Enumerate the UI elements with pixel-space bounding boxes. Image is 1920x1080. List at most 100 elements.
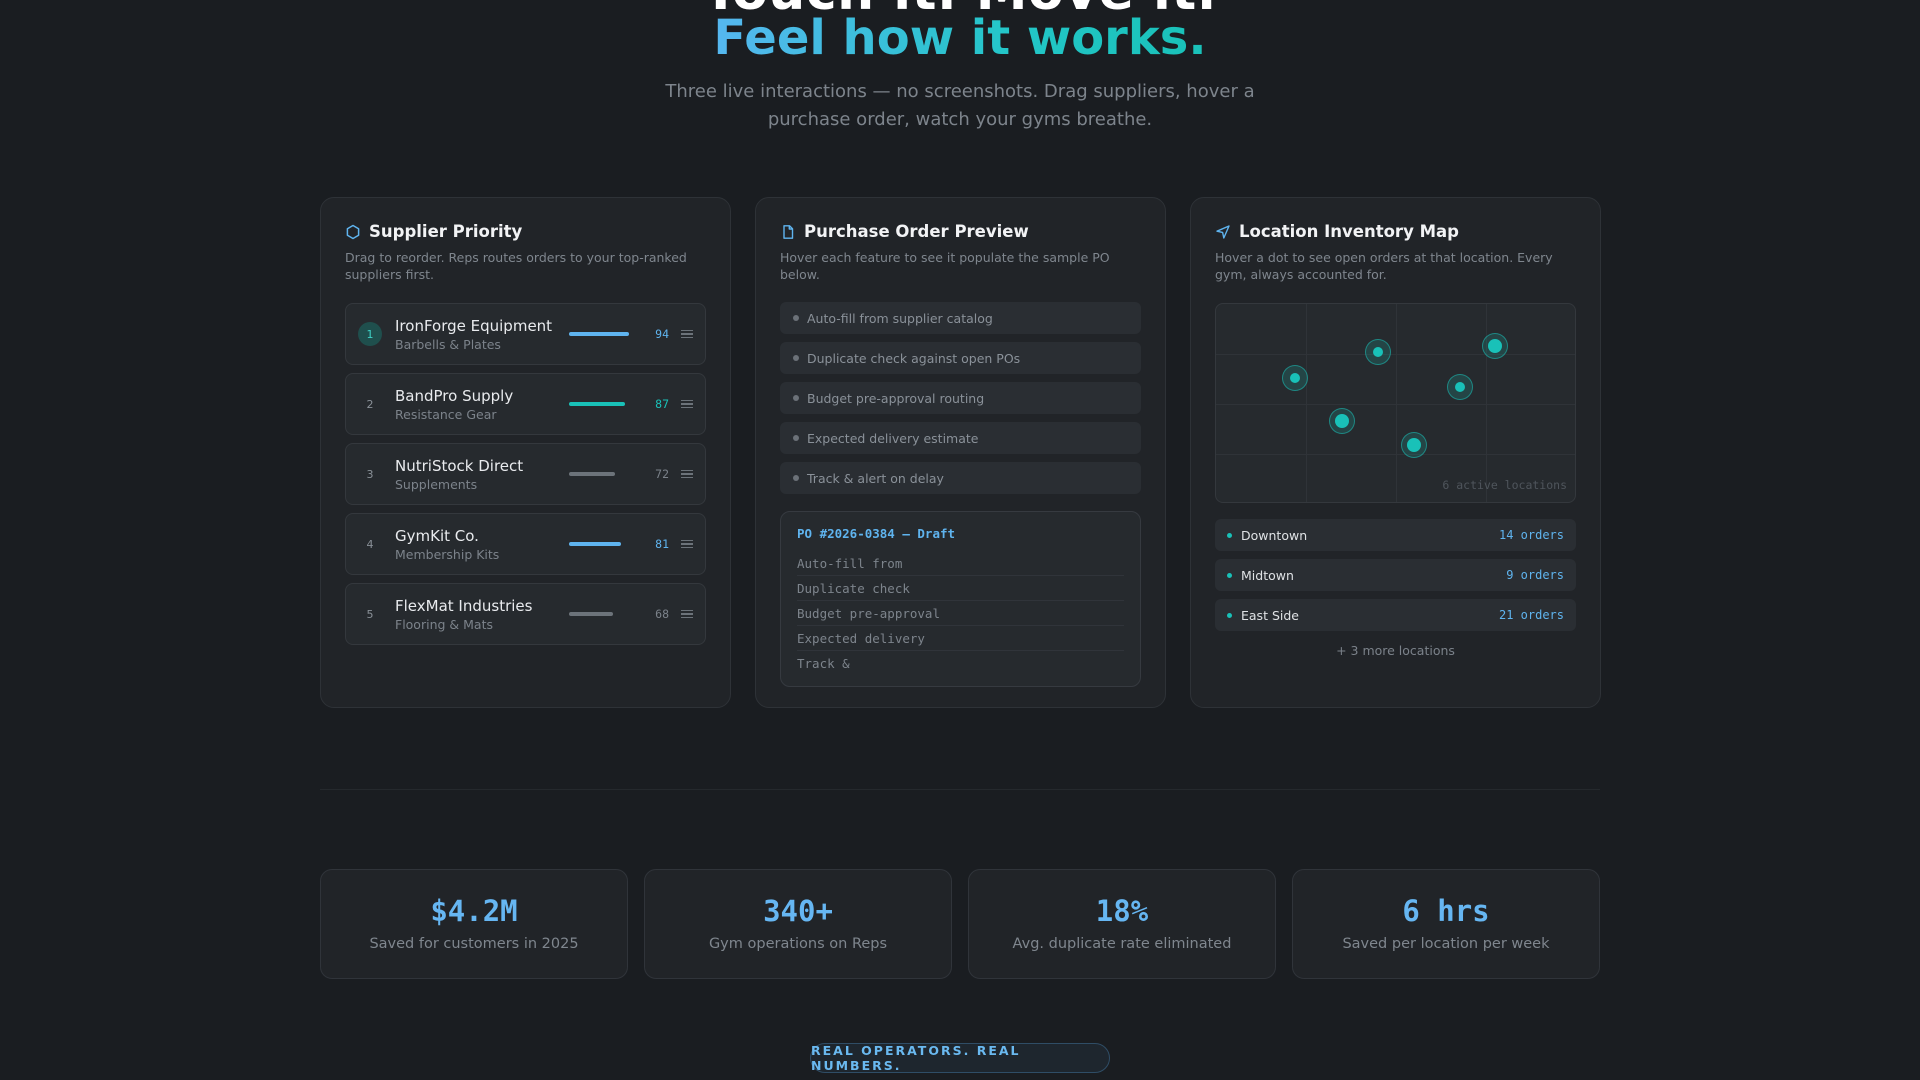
score-bar: [569, 542, 631, 546]
supplier-name: NutriStock Direct: [395, 456, 524, 475]
supplier-score: 68: [655, 607, 669, 621]
bullet-icon: [793, 435, 799, 441]
location-list: Downtown 14 orders Midtown 9 orders East S…: [1215, 519, 1576, 631]
section-badge: REAL OPERATORS. REAL NUMBERS.: [810, 1043, 1110, 1073]
location-map-panel: Location Inventory Map Hover a dot to se…: [1190, 197, 1601, 708]
rank-badge: 2: [366, 397, 374, 411]
status-dot-icon: [1227, 612, 1232, 618]
supplier-panel-subtitle: Drag to reorder. Reps routes orders to y…: [345, 250, 687, 282]
drag-handle-icon[interactable]: [681, 469, 693, 479]
location-orders: 21 orders: [1498, 608, 1564, 622]
location-item[interactable]: Midtown 9 orders: [1215, 559, 1576, 591]
drag-handle-icon[interactable]: [681, 539, 693, 549]
stat-value: $4.2M: [430, 894, 518, 928]
location-name: Downtown: [1241, 527, 1308, 543]
bullet-icon: [793, 315, 799, 321]
location-pin[interactable]: [1482, 333, 1508, 359]
supplier-row[interactable]: 4 GymKit Co. Membership Kits 81: [345, 513, 706, 575]
supplier-row[interactable]: 2 BandPro Supply Resistance Gear 87: [345, 373, 706, 435]
stat-value: 18%: [1095, 894, 1149, 928]
status-dot-icon: [1227, 532, 1232, 538]
stat-label: Saved for customers in 2025: [369, 936, 579, 952]
bullet-icon: [793, 475, 799, 481]
drag-handle-icon[interactable]: [681, 329, 693, 339]
stat-card: 340+ Gym operations on Reps: [644, 869, 952, 979]
po-feature-item[interactable]: Auto-fill from supplier catalog: [780, 302, 1141, 334]
bullet-icon: [793, 355, 799, 361]
supplier-row[interactable]: 1 IronForge Equipment Barbells & Plates …: [345, 303, 706, 365]
drag-handle-icon[interactable]: [681, 399, 693, 409]
po-line: Expected delivery: [797, 626, 1124, 651]
supplier-category: Membership Kits: [395, 546, 500, 562]
score-bar: [569, 472, 631, 476]
hero-title-line2: Feel how it works.: [713, 10, 1207, 66]
supplier-row[interactable]: 3 NutriStock Direct Supplements 72: [345, 443, 706, 505]
stat-card: 18% Avg. duplicate rate eliminated: [968, 869, 1276, 979]
po-feature-list: Auto-fill from supplier catalog Duplicat…: [780, 302, 1141, 494]
stat-value: 6 hrs: [1402, 894, 1490, 928]
supplier-category: Barbells & Plates: [395, 336, 501, 352]
stat-card: 6 hrs Saved per location per week: [1292, 869, 1600, 979]
supplier-row[interactable]: 5 FlexMat Industries Flooring & Mats 68: [345, 583, 706, 645]
status-dot-icon: [1227, 572, 1232, 578]
location-pin[interactable]: [1282, 365, 1308, 391]
location-item[interactable]: Downtown 14 orders: [1215, 519, 1576, 551]
map-panel-subtitle: Hover a dot to see open orders at that l…: [1215, 250, 1553, 282]
hero-title-line1: Touch it. Move it.: [0, 0, 1920, 22]
supplier-panel-title: Supplier Priority: [369, 222, 523, 241]
supplier-name: GymKit Co.: [395, 526, 479, 545]
purchase-order-panel: Purchase Order Preview Hover each featur…: [755, 197, 1166, 708]
supplier-list: 1 IronForge Equipment Barbells & Plates …: [345, 303, 706, 645]
location-name: Midtown: [1241, 567, 1294, 583]
supplier-score: 87: [655, 397, 669, 411]
po-feature-item[interactable]: Budget pre-approval routing: [780, 382, 1141, 414]
location-orders: 9 orders: [1506, 568, 1564, 582]
supplier-category: Supplements: [395, 476, 478, 492]
more-locations-link[interactable]: + 3 more locations: [1336, 643, 1455, 658]
supplier-score: 81: [655, 537, 669, 551]
rank-badge: 5: [366, 607, 374, 621]
po-line: Track &: [797, 656, 850, 671]
inventory-map: 6 active locations: [1215, 303, 1576, 503]
supplier-name: BandPro Supply: [395, 386, 514, 405]
score-bar: [569, 612, 631, 616]
location-pin[interactable]: [1329, 408, 1355, 434]
drag-handle-icon[interactable]: [681, 609, 693, 619]
location-pin[interactable]: [1365, 339, 1391, 365]
hero-subtitle: Three live interactions — no screenshots…: [665, 81, 1255, 130]
document-icon: [783, 224, 794, 239]
stat-label: Saved per location per week: [1342, 936, 1550, 952]
map-panel-title: Location Inventory Map: [1239, 222, 1459, 241]
bullet-icon: [793, 395, 799, 401]
po-feature-item[interactable]: Expected delivery estimate: [780, 422, 1141, 454]
po-line: Budget pre-approval: [797, 601, 1124, 626]
score-bar: [569, 402, 631, 406]
navigation-arrow-icon: [1216, 224, 1230, 239]
stat-label: Avg. duplicate rate eliminated: [1012, 936, 1232, 952]
hexagon-icon: [346, 224, 360, 239]
score-bar: [569, 332, 631, 336]
po-feature-item[interactable]: Track & alert on delay: [780, 462, 1141, 494]
rank-badge: 3: [366, 467, 374, 481]
rank-badge: 1: [358, 322, 382, 346]
section-divider: [320, 789, 1600, 790]
supplier-priority-panel: Supplier Priority Drag to reorder. Reps …: [320, 197, 731, 708]
po-header: PO #2026-0384 — Draft: [797, 526, 956, 541]
location-pin[interactable]: [1447, 374, 1473, 400]
supplier-name: FlexMat Industries: [395, 596, 533, 615]
po-preview-box: PO #2026-0384 — Draft Auto-fill from Dup…: [780, 511, 1141, 687]
supplier-score: 94: [655, 327, 669, 341]
location-item[interactable]: East Side 21 orders: [1215, 599, 1576, 631]
rank-badge: 4: [366, 537, 374, 551]
stat-label: Gym operations on Reps: [708, 936, 888, 952]
location-orders: 14 orders: [1498, 528, 1564, 542]
po-feature-item[interactable]: Duplicate check against open POs: [780, 342, 1141, 374]
po-panel-title: Purchase Order Preview: [804, 222, 1029, 241]
stat-value: 340+: [763, 894, 833, 928]
po-line: Duplicate check: [797, 576, 1124, 601]
location-name: East Side: [1241, 607, 1299, 623]
supplier-name: IronForge Equipment: [395, 316, 553, 335]
supplier-category: Flooring & Mats: [395, 616, 493, 632]
location-pin[interactable]: [1401, 432, 1427, 458]
stat-card: $4.2M Saved for customers in 2025: [320, 869, 628, 979]
